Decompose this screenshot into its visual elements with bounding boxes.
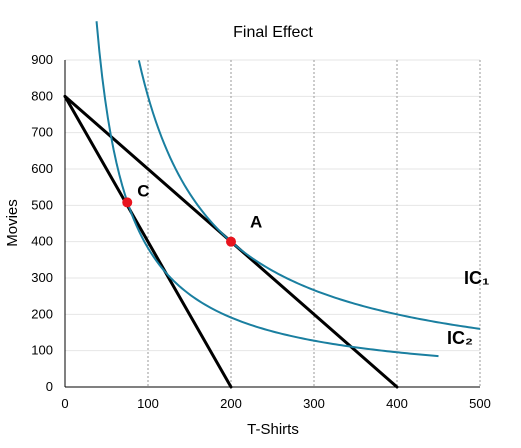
x-tick-label: 300 — [303, 396, 325, 411]
y-tick-label: 400 — [31, 234, 53, 249]
x-tick-label: 0 — [61, 396, 68, 411]
y-tick-label: 900 — [31, 52, 53, 67]
point-marker — [226, 236, 236, 247]
point-marker — [122, 197, 133, 208]
y-tick-label: 200 — [31, 306, 53, 321]
y-tick-label: 800 — [31, 88, 53, 103]
y-axis-title: Movies — [4, 199, 21, 247]
ic2-label: IC₂ — [447, 328, 473, 348]
x-tick-label: 200 — [220, 396, 242, 411]
point-label: A — [250, 213, 262, 232]
x-axis-title: T-Shirts — [247, 421, 299, 438]
points: CA — [122, 181, 262, 247]
axes — [64, 60, 480, 388]
grid — [65, 59, 481, 387]
indifference-curves — [95, 21, 481, 358]
indifference-curve — [95, 21, 439, 358]
tick-labels: 0 100 200 300 400 500 600 700 800 900 0 100 200 300 40… — [31, 52, 491, 411]
y-tick-label: 600 — [31, 161, 53, 176]
y-tick-label: 700 — [31, 125, 53, 140]
x-tick-label: 400 — [386, 396, 408, 411]
indifference-curve — [137, 60, 481, 330]
budget-line — [63, 94, 233, 389]
x-tick-label: 100 — [137, 396, 159, 411]
chart-title: Final Effect — [233, 24, 313, 41]
y-tick-label: 300 — [31, 270, 53, 285]
y-tick-label: 500 — [31, 197, 53, 212]
y-tick-label: 0 — [46, 379, 53, 394]
ic1-label: IC₁ — [464, 268, 489, 288]
point-label: C — [137, 181, 149, 200]
y-tick-label: 100 — [31, 343, 53, 358]
x-tick-label: 500 — [469, 396, 491, 411]
